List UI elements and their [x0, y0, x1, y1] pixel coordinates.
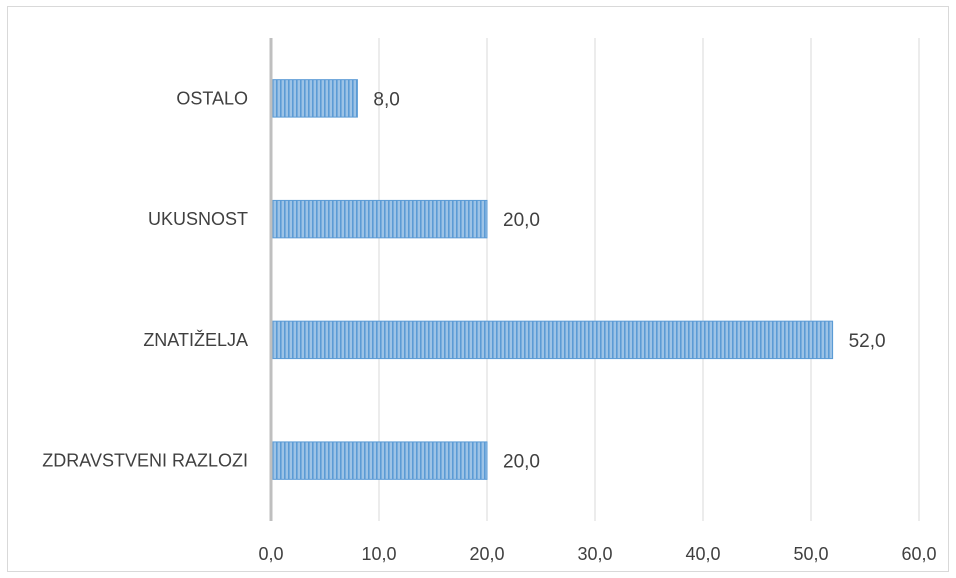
category-label: ZNATIŽELJA: [143, 330, 248, 350]
x-tick-label: 10,0: [361, 544, 396, 564]
bars: [270, 79, 834, 480]
bar: [270, 79, 358, 118]
data-label: 20,0: [503, 210, 540, 231]
bar: [270, 199, 488, 239]
bar: [270, 320, 834, 360]
labels: 0,0 10,0 20,0 30,0 40,0 50,0 60,0 ZDRAVSTVENI R…: [42, 88, 936, 564]
x-tick-label: 40,0: [685, 544, 720, 564]
category-label: UKUSNOST: [148, 209, 248, 229]
category-label: OSTALO: [176, 88, 248, 108]
data-label: 20,0: [503, 452, 540, 473]
x-tick-label: 50,0: [793, 544, 828, 564]
data-label: 8,0: [373, 89, 399, 110]
x-tick-label: 60,0: [901, 544, 936, 564]
data-label: 52,0: [849, 331, 886, 352]
x-tick-label: 0,0: [258, 544, 283, 564]
gridlines: [378, 38, 920, 521]
category-label: ZDRAVSTVENI RAZLOZI: [42, 451, 248, 471]
bar: [270, 441, 488, 480]
x-tick-label: 30,0: [577, 544, 612, 564]
x-tick-label: 20,0: [469, 544, 504, 564]
